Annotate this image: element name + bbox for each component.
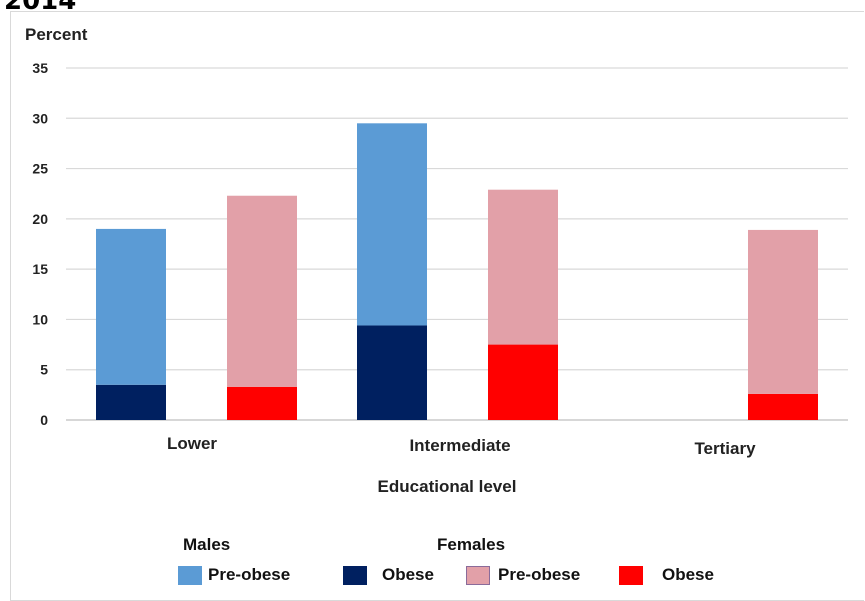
- x-tick-label: Lower: [167, 434, 217, 453]
- bar-females-obese-lower: [227, 386, 297, 420]
- legend-label-females-pre-obese: Pre-obese: [498, 565, 581, 584]
- legend-label-males-pre-obese: Pre-obese: [208, 565, 291, 584]
- x-tick-label: Intermediate: [409, 436, 510, 455]
- legend-group-females: Females: [437, 535, 506, 554]
- page-title-fragment: 2014: [4, 0, 77, 16]
- y-tick-label: 5: [40, 362, 48, 378]
- bar-females-pre-obese-lower: [227, 195, 297, 387]
- x-axis-label: Educational level: [378, 477, 517, 496]
- legend-swatch-males-pre-obese: [178, 566, 202, 585]
- legend-swatch-females-obese: [619, 566, 643, 585]
- y-tick-labels: 0 5 10 15 20 25 30 35: [32, 60, 48, 428]
- y-tick-label: 10: [32, 311, 48, 327]
- y-tick-label: 15: [32, 261, 48, 277]
- bar-males-obese-intermediate: [357, 325, 427, 420]
- x-tick-label: Tertiary: [694, 439, 756, 458]
- x-tick-labels: Lower Intermediate Tertiary: [167, 434, 756, 458]
- legend-group-males: Males: [183, 535, 231, 554]
- y-tick-label: 0: [40, 412, 48, 428]
- gridlines: [66, 67, 848, 421]
- y-tick-label: 35: [32, 60, 48, 76]
- bar-females-pre-obese-intermediate: [488, 189, 558, 345]
- bar-males-pre-obese-lower: [96, 228, 166, 385]
- y-axis-label: Percent: [25, 25, 88, 44]
- legend-label-males-obese: Obese: [382, 565, 434, 584]
- bar-females-pre-obese-tertiary: [748, 229, 818, 394]
- bars: [96, 123, 818, 420]
- y-tick-label: 25: [32, 161, 48, 177]
- legend-swatch-males-obese: [343, 566, 367, 585]
- y-tick-label: 20: [32, 211, 48, 227]
- legend-swatch-females-pre-obese: [466, 566, 490, 585]
- y-tick-label: 30: [32, 110, 48, 126]
- legend-label-females-obese: Obese: [662, 565, 714, 584]
- bar-males-pre-obese-intermediate: [357, 123, 427, 326]
- bar-males-obese-lower: [96, 384, 166, 420]
- bar-females-obese-tertiary: [748, 393, 818, 420]
- bar-females-obese-intermediate: [488, 344, 558, 420]
